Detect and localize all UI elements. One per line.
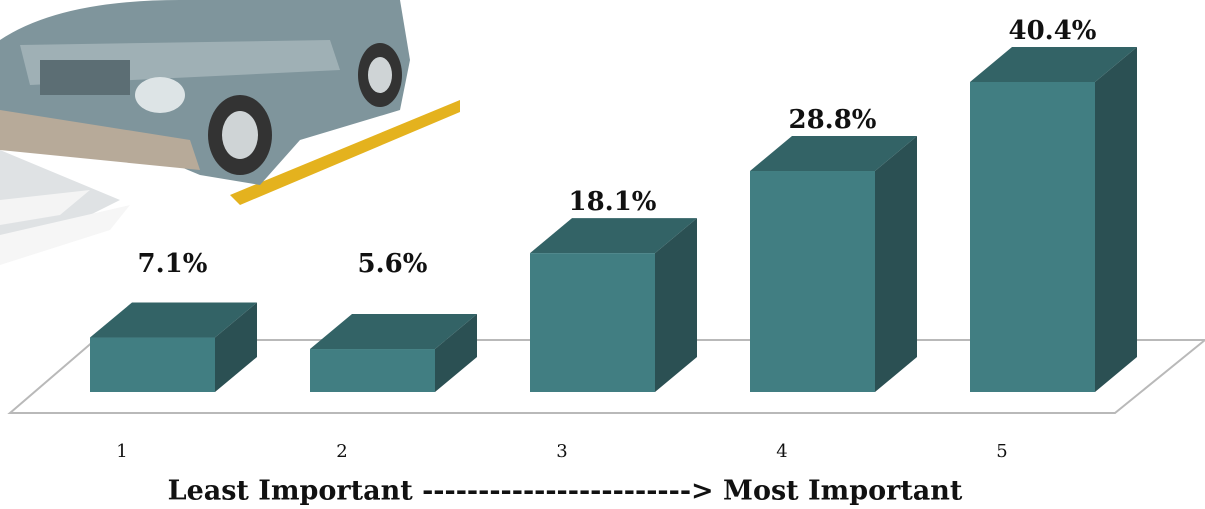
- bar-side: [215, 302, 257, 392]
- car-illustration: [0, 0, 460, 265]
- value-label: 5.6%: [358, 249, 428, 279]
- bar: [750, 171, 875, 392]
- bar-top: [310, 314, 477, 350]
- category-label: 3: [556, 441, 567, 462]
- bar: [310, 349, 435, 392]
- category-label: 5: [996, 441, 1007, 462]
- bar-top: [970, 47, 1137, 82]
- bar-side: [435, 314, 477, 392]
- bar-side: [875, 136, 917, 392]
- category-label: 2: [336, 441, 347, 462]
- value-label: 40.4%: [1008, 16, 1096, 46]
- bar: [970, 82, 1095, 392]
- x-axis-title: Least Important ------------------------…: [168, 476, 963, 507]
- category-label: 4: [776, 441, 787, 462]
- value-label: 28.8%: [788, 105, 876, 135]
- bar-side: [655, 218, 697, 392]
- bar-top: [750, 136, 917, 172]
- bar-side: [1095, 47, 1137, 392]
- value-label: 7.1%: [138, 249, 208, 279]
- bar: [530, 253, 655, 392]
- floor: [7, 339, 1205, 414]
- category-label: 1: [116, 441, 127, 462]
- bar-top: [530, 218, 697, 254]
- value-label: 18.1%: [568, 187, 656, 217]
- bar: [90, 337, 215, 392]
- bar-top: [90, 302, 257, 338]
